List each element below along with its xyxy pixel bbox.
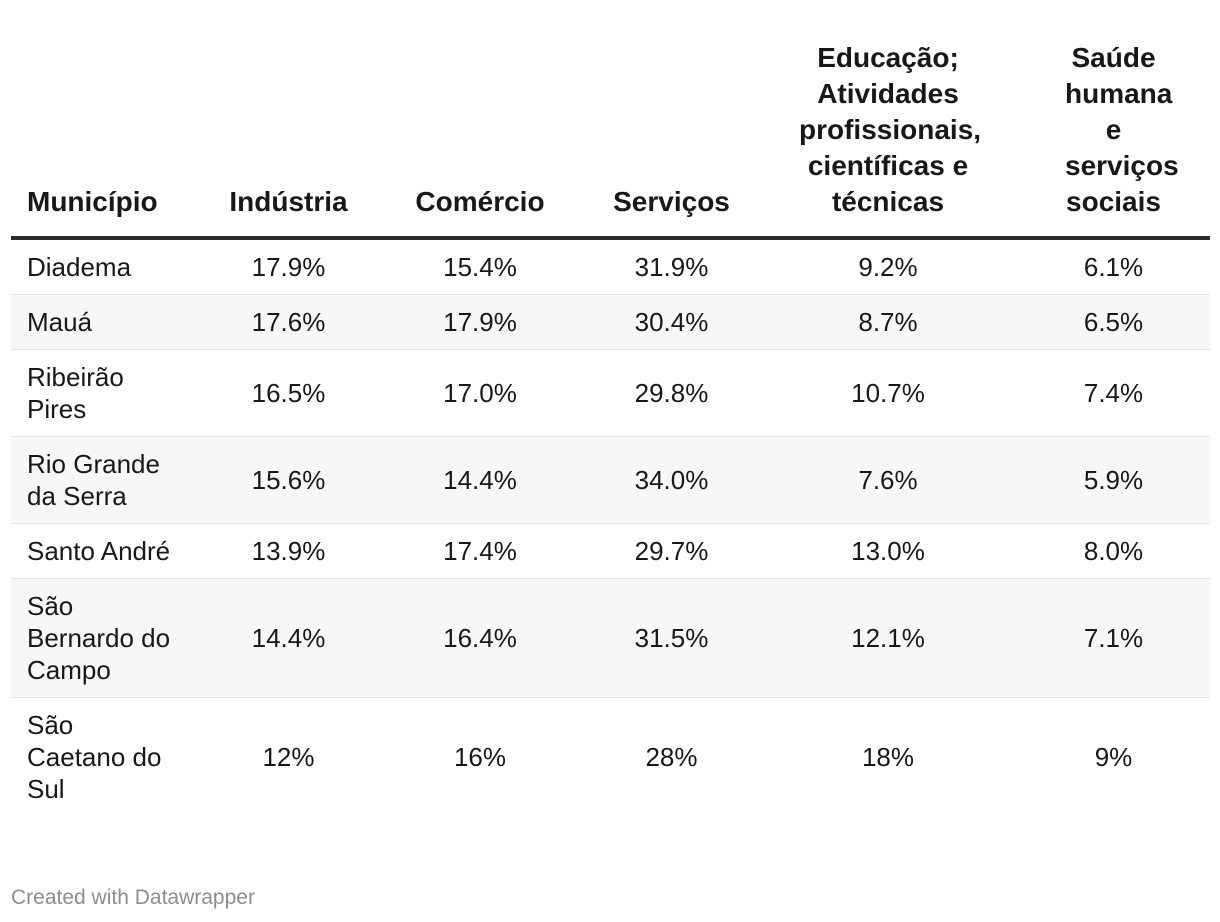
cell-servicos: 29.8% [584, 349, 759, 437]
cell-educacao: 9.2% [759, 238, 1017, 295]
cell-comercio: 14.4% [376, 436, 584, 524]
header-municipio: Município [11, 40, 201, 240]
header-row: Município Indústria Comércio Serviços Ed… [11, 40, 1210, 240]
header-saude: Saúde humana e serviços sociais [1017, 40, 1210, 240]
cell-saude: 9% [1094, 742, 1133, 772]
cell-industria: 15.6% [201, 436, 376, 524]
cell-servicos: 34.0% [584, 436, 759, 524]
table-row: São Caetano do Sul 12% 16% 28% 18% 9% [11, 698, 1210, 817]
cell-servicos: 31.5% [584, 578, 759, 698]
cell-saude: 7.1% [1017, 578, 1210, 698]
cell-municipio-text: São Caetano do Sul [27, 710, 162, 804]
table-row: Ribeirão Pires 16.5% 17.0% 29.8% 10.7% 7.4% [11, 349, 1210, 437]
cell-industria: 17.9% [201, 238, 376, 295]
header-educacao: Educação; Atividades profissionais, cien… [759, 40, 1017, 240]
cell-municipio: Mauá [11, 294, 201, 350]
table-row: Diadema 17.9% 15.4% 31.9% 9.2% 6.1% [11, 238, 1210, 295]
cell-comercio: 17.4% [376, 523, 584, 579]
header-comercio: Comércio [376, 40, 584, 240]
cell-educacao: 10.7% [759, 349, 1017, 437]
cell-servicos: 29.7% [584, 523, 759, 579]
cell-servicos: 28% [645, 742, 698, 772]
data-table-container: Município Indústria Comércio Serviços Ed… [11, 40, 1210, 816]
cell-municipio: Ribeirão Pires [11, 349, 201, 437]
cell-servicos: 30.4% [584, 294, 759, 350]
cell-municipio: Diadema [11, 238, 201, 295]
cell-educacao: 12.1% [759, 578, 1017, 698]
cell-municipio-text: São Bernardo do Campo [27, 591, 171, 685]
cell-industria: 17.6% [201, 294, 376, 350]
cell-municipio-text: Rio Grande da Serra [27, 449, 160, 511]
cell-industria: 12% [262, 742, 315, 772]
cell-comercio: 15.4% [376, 238, 584, 295]
table-row: Santo André 13.9% 17.4% 29.7% 13.0% 8.0% [11, 523, 1210, 579]
cell-saude: 7.4% [1017, 349, 1210, 437]
cell-comercio: 17.0% [376, 349, 584, 437]
cell-educacao: 8.7% [759, 294, 1017, 350]
data-table: Município Indústria Comércio Serviços Ed… [11, 40, 1210, 816]
table-row: Mauá 17.6% 17.9% 30.4% 8.7% 6.5% [11, 294, 1210, 350]
cell-comercio: 16% [453, 742, 507, 772]
table-row: São Bernardo do Campo 14.4% 16.4% 31.5% 12.1… [11, 578, 1210, 698]
cell-saude: 5.9% [1017, 436, 1210, 524]
cell-municipio-text: Mauá [27, 307, 93, 337]
cell-municipio-text: Diadema [27, 252, 132, 282]
cell-municipio: Santo André [11, 523, 201, 579]
cell-servicos: 31.9% [584, 238, 759, 295]
cell-municipio: São Bernardo do Campo [11, 578, 201, 698]
cell-saude: 6.5% [1017, 294, 1210, 350]
cell-industria: 16.5% [201, 349, 376, 437]
cell-saude: 6.1% [1017, 238, 1210, 295]
cell-saude: 8.0% [1017, 523, 1210, 579]
cell-industria: 14.4% [201, 578, 376, 698]
cell-comercio: 17.9% [376, 294, 584, 350]
cell-educacao: 13.0% [759, 523, 1017, 579]
cell-municipio: São Caetano do Sul [11, 698, 201, 817]
cell-educacao: 7.6% [759, 436, 1017, 524]
cell-comercio: 16.4% [376, 578, 584, 698]
cell-municipio-text: Ribeirão Pires [27, 362, 124, 424]
header-industria: Indústria [201, 40, 376, 240]
table-row: Rio Grande da Serra 15.6% 14.4% 34.0% 7.6% 5.… [11, 436, 1210, 524]
datawrapper-credit: Created with Datawrapper [11, 886, 255, 909]
cell-municipio: Rio Grande da Serra [11, 436, 201, 524]
cell-municipio-text: Santo André [27, 536, 171, 566]
cell-educacao: 18% [861, 742, 915, 772]
header-servicos: Serviços [584, 40, 759, 240]
cell-industria: 13.9% [201, 523, 376, 579]
